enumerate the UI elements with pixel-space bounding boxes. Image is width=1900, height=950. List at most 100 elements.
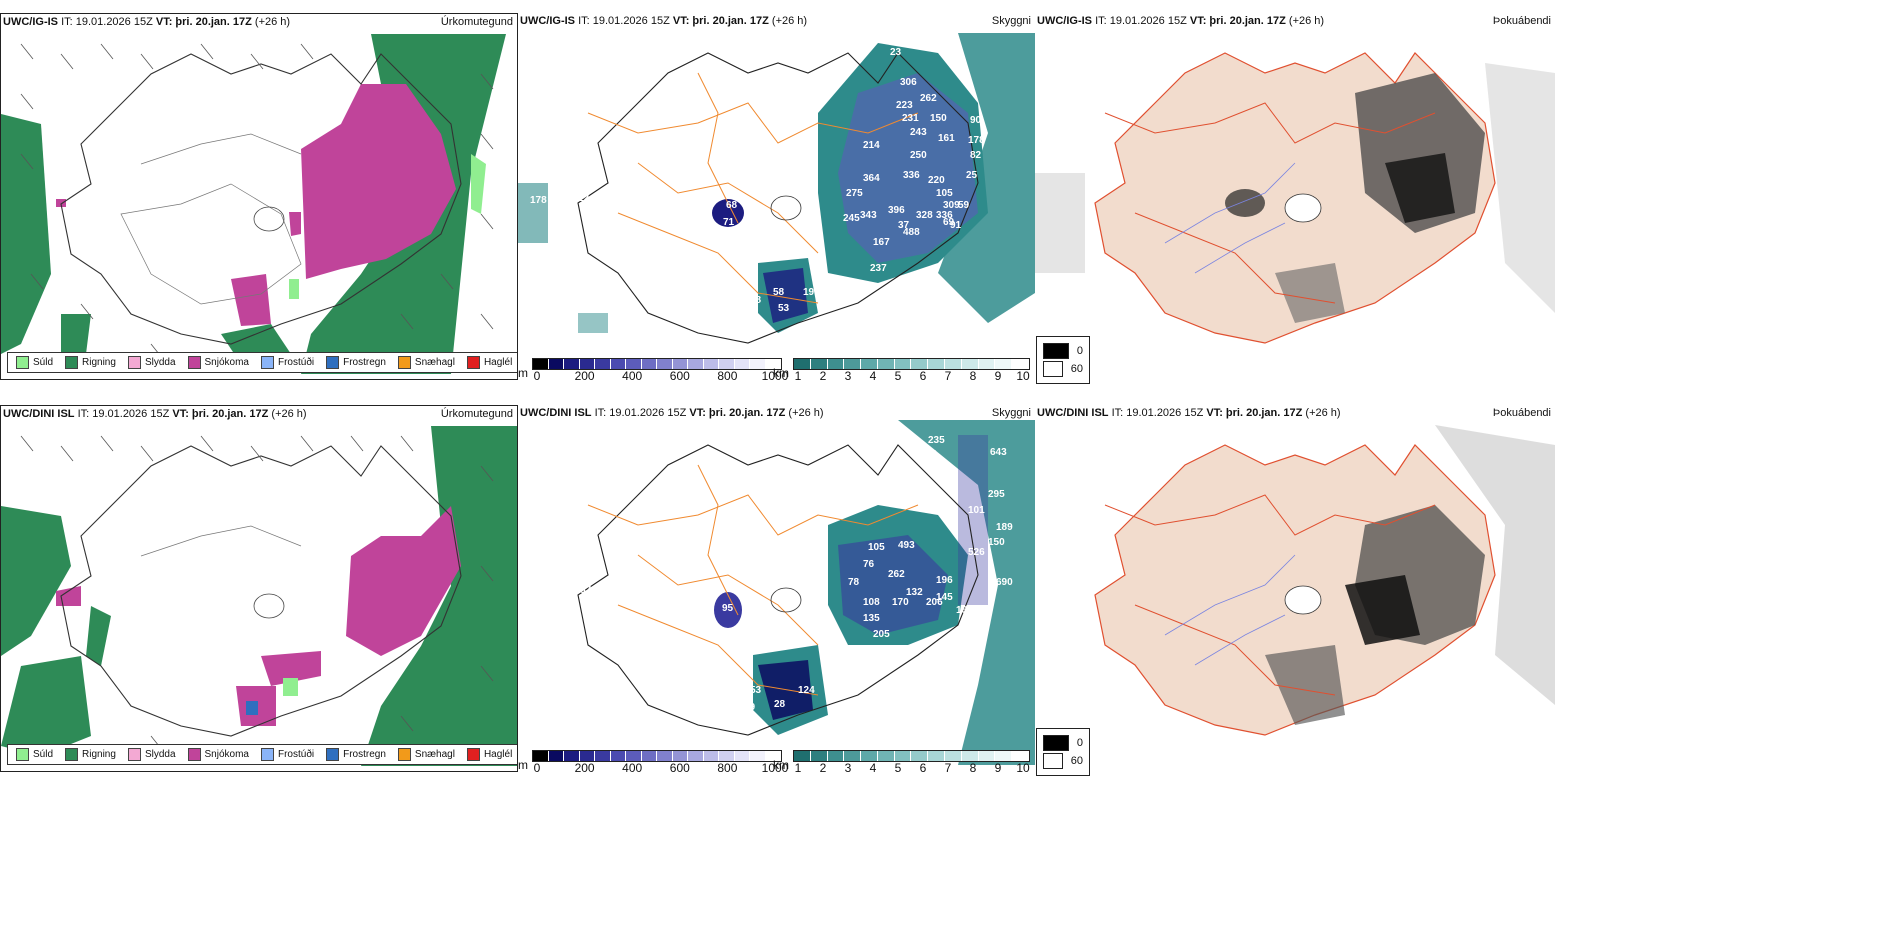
colorbar-tick: 4	[869, 761, 877, 775]
cloud-base-value: 262	[920, 93, 937, 104]
vis-unit: m	[518, 758, 528, 772]
legend-item: Rigning	[65, 748, 116, 761]
cloud-base-value: 690	[996, 577, 1013, 588]
fog-legend-label: 60	[1070, 363, 1083, 375]
cloud-base-value: 91	[950, 220, 962, 231]
lead-time: (+26 h)	[1288, 15, 1325, 27]
model-name: UWC/DINI ISL	[3, 408, 75, 420]
colorbar-cell	[961, 751, 979, 761]
cloud-base-value: 167	[873, 237, 890, 248]
cloud-base-value: 306	[900, 77, 917, 88]
colorbar-cell	[626, 359, 642, 369]
colorbar-cell	[961, 359, 979, 369]
cloud-base-value: 37	[820, 282, 832, 293]
colorbar-cell	[719, 359, 735, 369]
legend-item: Frostregn	[326, 356, 386, 369]
cloud-base-value: 25	[966, 170, 978, 181]
precip-type-map-row2: UWC/DINI ISL IT: 19.01.2026 15Z VT: þri.…	[0, 405, 518, 772]
legend-label: Súld	[33, 749, 54, 760]
cloud-base-value: 83	[736, 587, 748, 598]
init-time: IT: 19.01.2026 15Z	[578, 15, 670, 27]
colorbar-cell	[765, 359, 781, 369]
cloud-base-value: 161	[938, 133, 955, 144]
legend-label: Haglél	[483, 357, 513, 368]
colorbar-tick: 0	[533, 761, 541, 775]
legend-swatch	[397, 356, 411, 369]
colorbar-tick: 8	[969, 761, 977, 775]
legend-item: Súld	[16, 356, 53, 369]
colorbar-cell	[548, 359, 564, 369]
precip-legend: Súld Rigning Slydda Snjókoma Frostúði Frostre…	[7, 352, 517, 373]
colorbar-cell	[641, 359, 657, 369]
cloud-base-value: 170	[892, 597, 909, 608]
legend-item: Haglél	[466, 748, 512, 761]
colorbar-cell	[595, 751, 611, 761]
colorbar-tick: 6	[919, 369, 927, 383]
colorbar-cell	[765, 751, 781, 761]
visibility-colorbar-row1: m 0 200 400 600 800 1000	[518, 358, 788, 383]
init-time: IT: 19.01.2026 15Z	[1095, 15, 1187, 27]
fog-legend-swatch	[1043, 343, 1069, 359]
cloud-base-value: 95	[722, 603, 734, 614]
cloud-base-value: 328	[916, 210, 933, 221]
colorbar-tick: 9	[994, 761, 1002, 775]
colorbar-cell	[827, 359, 845, 369]
init-time: IT: 19.01.2026 15Z	[77, 408, 170, 420]
cloud-base-value: 196	[936, 575, 953, 586]
colorbar-cell	[894, 751, 912, 761]
colorbar-cell	[928, 751, 946, 761]
cloud-base-value: 37	[898, 220, 910, 231]
cloud-base-value: 28	[774, 699, 786, 710]
precip-map-svg	[1, 426, 517, 766]
cloud-base-value: 12	[578, 193, 590, 204]
valid-time: VT: þri. 20.jan. 17Z	[1189, 15, 1286, 27]
cloud-base-value: 205	[873, 629, 890, 640]
colorbar-cell	[1012, 751, 1029, 761]
fog-legend-item: 60	[1043, 361, 1083, 377]
colorbar-cell	[794, 751, 811, 761]
valid-time: VT: þri. 20.jan. 17Z	[1206, 407, 1303, 419]
colorbar-cell	[995, 359, 1013, 369]
model-name: UWC/DINI ISL	[520, 407, 592, 419]
precip-legend: Súld Rigning Slydda Snjókoma Frostúði Frostre…	[7, 744, 517, 765]
colorbar-tick: 200	[574, 369, 595, 383]
fog-legend-item: 0	[1043, 343, 1083, 359]
colorbar-cell	[672, 751, 688, 761]
colorbar-tick: 10	[1016, 761, 1030, 775]
vis-colorbar-cells	[532, 358, 782, 370]
colorbar-tick: 1	[794, 761, 802, 775]
cloud-base-value: 336	[903, 170, 920, 181]
legend-label: Frostregn	[343, 749, 386, 760]
cloud-base-value: 237	[870, 263, 887, 274]
cloud-base-value: 396	[888, 205, 905, 216]
colorbar-tick: 9	[994, 369, 1002, 383]
fog-map-svg	[1035, 52, 1555, 344]
visibility-colorbar-row2: m 0 200 400 600 800 1000	[518, 750, 788, 775]
fog-legend-swatch	[1043, 735, 1069, 751]
colorbar-cell	[734, 359, 750, 369]
fog-map-row1: UWC/IG-IS IT: 19.01.2026 15Z VT: þri. 20…	[1035, 13, 1555, 380]
colorbar-cell	[579, 751, 595, 761]
cloud-base-map-row2: 235 188 643 295 101 189 150 105 493 526 690 76 262 19…	[518, 405, 1035, 772]
colorbar-cell	[827, 751, 845, 761]
cloud-unit: km	[773, 366, 789, 380]
legend-swatch	[466, 356, 480, 369]
legend-swatch	[65, 356, 79, 369]
legend-label: Frostúði	[277, 357, 315, 368]
cloud-base-value: 78	[848, 577, 860, 588]
cloud-base-value: 231	[902, 113, 919, 124]
cloud-base-value: 643	[990, 447, 1007, 458]
cloud-base-value: 98	[750, 295, 762, 306]
colorbar-cell	[610, 751, 626, 761]
legend-item: Frostúði	[260, 356, 315, 369]
legend-label: Slydda	[144, 357, 176, 368]
colorbar-cell	[810, 751, 828, 761]
cloud-base-value: 105	[936, 188, 953, 199]
colorbar-cell	[945, 359, 962, 369]
cloud-colorbar-row2: km 1 2 3 4 5 6 7 8 9 10	[773, 750, 1030, 775]
cloud-base-value: 309	[943, 200, 960, 211]
cloud-base-value: 68	[726, 200, 738, 211]
fog-legend-label: 0	[1076, 345, 1083, 357]
